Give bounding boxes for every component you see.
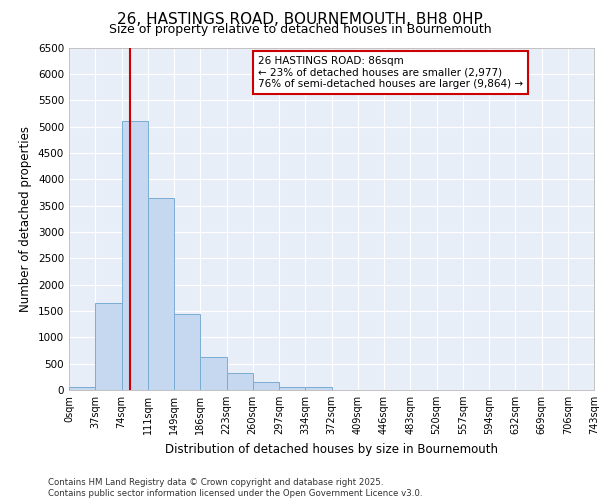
Y-axis label: Number of detached properties: Number of detached properties [19, 126, 32, 312]
Bar [174, 314, 200, 390]
Text: Size of property relative to detached houses in Bournemouth: Size of property relative to detached ho… [109, 24, 491, 36]
Bar [121, 122, 148, 390]
Bar [305, 388, 331, 390]
Text: Contains HM Land Registry data © Crown copyright and database right 2025.
Contai: Contains HM Land Registry data © Crown c… [48, 478, 422, 498]
Text: 26 HASTINGS ROAD: 86sqm
← 23% of detached houses are smaller (2,977)
76% of semi: 26 HASTINGS ROAD: 86sqm ← 23% of detache… [258, 56, 523, 90]
Bar [148, 198, 174, 390]
Bar [279, 388, 305, 390]
Bar [200, 357, 227, 390]
Text: 26, HASTINGS ROAD, BOURNEMOUTH, BH8 0HP: 26, HASTINGS ROAD, BOURNEMOUTH, BH8 0HP [117, 12, 483, 28]
Bar [227, 373, 253, 390]
Bar [95, 303, 121, 390]
Bar [69, 388, 95, 390]
X-axis label: Distribution of detached houses by size in Bournemouth: Distribution of detached houses by size … [165, 442, 498, 456]
Bar [253, 382, 279, 390]
